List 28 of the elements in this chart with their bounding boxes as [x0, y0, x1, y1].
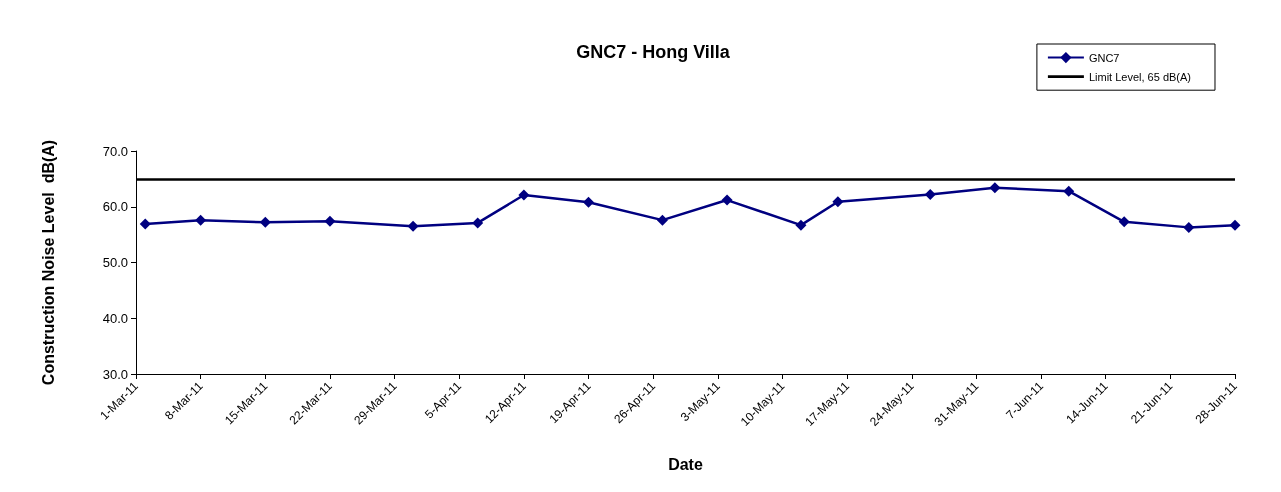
point: [407, 220, 419, 232]
y-tick-label: 50.0: [102, 255, 128, 270]
point: [656, 214, 668, 226]
point: [721, 194, 733, 206]
point: [924, 188, 936, 200]
point: [1229, 219, 1241, 231]
legend-label: GNC7: [1088, 51, 1120, 64]
x-axis-title: Date: [668, 455, 703, 473]
point: [1183, 221, 1195, 233]
point: [1063, 185, 1075, 197]
y-tick-label: 70.0: [102, 143, 128, 159]
point: [795, 219, 807, 231]
point: [832, 196, 844, 208]
y-tick-label: 30.0: [102, 366, 128, 382]
y-tick-label: 60.0: [102, 199, 128, 215]
point: [518, 189, 530, 201]
point: [472, 217, 484, 229]
chart-title: GNC7 - Hong Villa: [576, 42, 731, 62]
point: [989, 182, 1001, 194]
y-axis-title: Construction Noise Level dB(A): [39, 139, 57, 386]
point: [195, 214, 207, 226]
point: [1118, 216, 1130, 228]
point: [139, 218, 151, 230]
point: [259, 216, 271, 228]
y-tick-label: 40.0: [102, 310, 128, 326]
point: [324, 215, 336, 227]
point: [583, 196, 595, 208]
legend-label: Limit Level, 65 dB(A): [1088, 70, 1192, 83]
